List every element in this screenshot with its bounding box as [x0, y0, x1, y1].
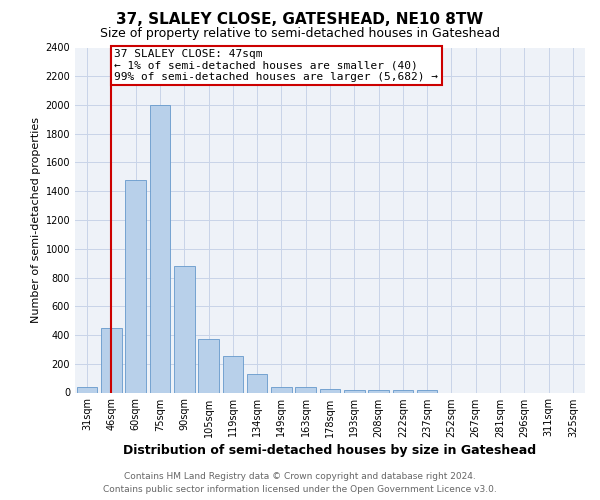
Bar — [320, 389, 340, 392]
Bar — [417, 390, 437, 392]
Text: 37, SLALEY CLOSE, GATESHEAD, NE10 8TW: 37, SLALEY CLOSE, GATESHEAD, NE10 8TW — [116, 12, 484, 28]
Bar — [198, 338, 219, 392]
Bar — [149, 105, 170, 393]
X-axis label: Distribution of semi-detached houses by size in Gateshead: Distribution of semi-detached houses by … — [124, 444, 536, 457]
Bar — [174, 266, 194, 392]
Bar — [125, 180, 146, 392]
Bar — [247, 374, 268, 392]
Bar — [344, 390, 365, 392]
Bar — [77, 387, 97, 392]
Bar — [101, 328, 122, 392]
Text: 37 SLALEY CLOSE: 47sqm
← 1% of semi-detached houses are smaller (40)
99% of semi: 37 SLALEY CLOSE: 47sqm ← 1% of semi-deta… — [115, 49, 439, 82]
Y-axis label: Number of semi-detached properties: Number of semi-detached properties — [31, 117, 41, 323]
Bar — [392, 390, 413, 392]
Bar — [368, 390, 389, 392]
Text: Contains HM Land Registry data © Crown copyright and database right 2024.
Contai: Contains HM Land Registry data © Crown c… — [103, 472, 497, 494]
Bar — [271, 387, 292, 392]
Bar — [223, 356, 243, 393]
Bar — [295, 387, 316, 392]
Text: Size of property relative to semi-detached houses in Gateshead: Size of property relative to semi-detach… — [100, 28, 500, 40]
